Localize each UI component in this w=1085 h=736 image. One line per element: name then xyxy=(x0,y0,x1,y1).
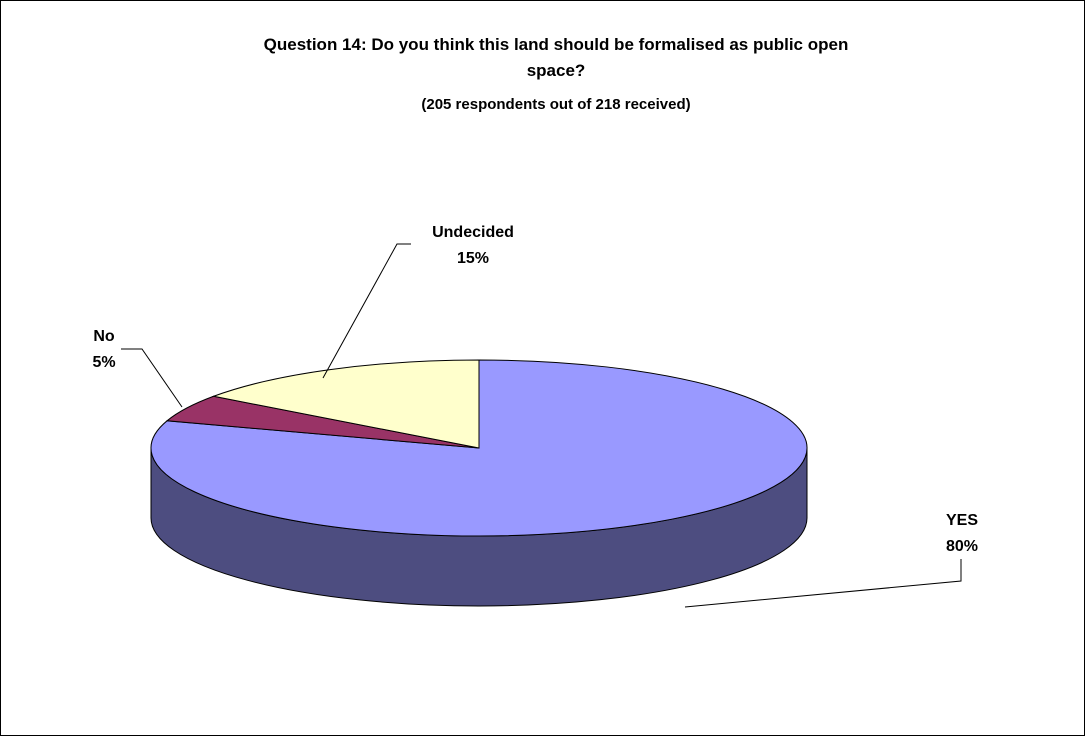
leader-line-undecided xyxy=(322,243,411,379)
pie-slice-yes xyxy=(150,359,808,537)
chart-title-line-2: space? xyxy=(526,61,586,80)
chart-title-line-1: Question 14: Do you think this land shou… xyxy=(263,35,849,54)
leader-line-no xyxy=(121,348,183,408)
chart-subtitle: (205 respondents out of 218 received) xyxy=(421,96,691,113)
pie-slice-undecided xyxy=(211,359,480,449)
slice-value-yes: 80% xyxy=(946,538,978,555)
slice-label-yes: YES xyxy=(946,512,978,529)
slice-value-undecided: 15% xyxy=(457,250,489,267)
slice-label-no: No xyxy=(93,328,115,345)
leader-line-yes xyxy=(684,559,962,608)
slice-label-undecided: Undecided xyxy=(432,224,514,241)
slice-value-no: 5% xyxy=(92,354,115,371)
